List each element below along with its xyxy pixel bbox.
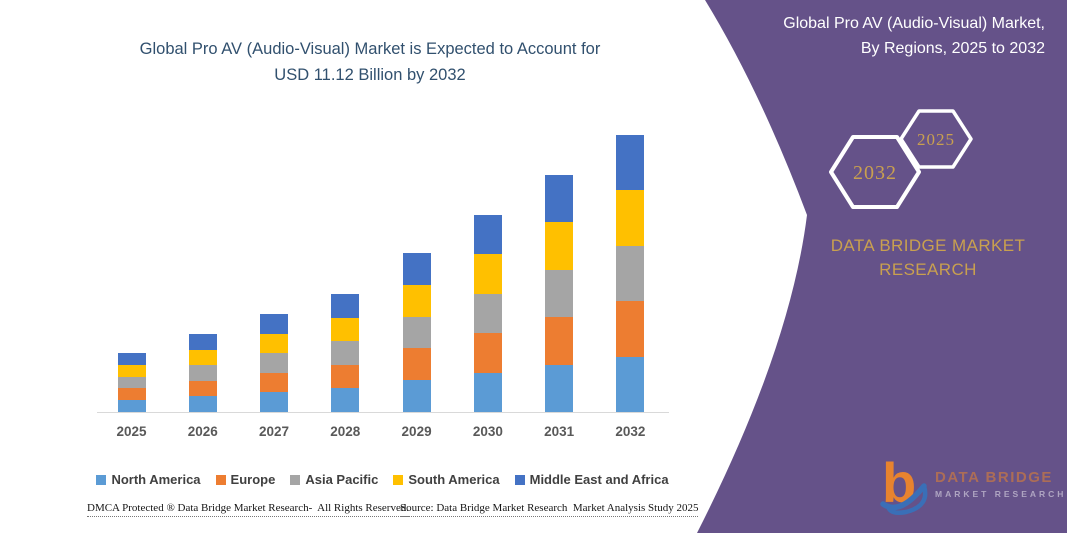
bar-segment-europe-2025 xyxy=(117,388,146,401)
x-axis-label-2026: 2026 xyxy=(187,424,218,439)
footer-dmca-text: DMCA Protected ® Data Bridge Market Rese… xyxy=(87,502,410,517)
bar-segment-europe-2029 xyxy=(402,348,431,381)
bar-segment-middle-east-and-africa-2028 xyxy=(331,293,360,318)
hexagon-2032-label: 2032 xyxy=(853,162,897,184)
bar-segment-middle-east-and-africa-2029 xyxy=(402,253,431,285)
legend-label: South America xyxy=(408,472,500,487)
x-axis-line xyxy=(97,412,669,413)
legend-label: Asia Pacific xyxy=(305,472,379,487)
legend-swatch-icon xyxy=(96,474,107,485)
bar-segment-north-america-2027 xyxy=(260,392,289,412)
x-axis-label-2028: 2028 xyxy=(330,424,361,439)
legend-swatch-icon xyxy=(514,474,525,485)
legend-swatch-icon xyxy=(393,474,404,485)
bar-segment-middle-east-and-africa-2032 xyxy=(616,135,645,191)
legend-label: Middle East and Africa xyxy=(529,472,669,487)
bar-segment-europe-2031 xyxy=(545,317,574,365)
hexagon-years-graphic: 2032 2025 xyxy=(829,109,973,209)
bar-segment-middle-east-and-africa-2027 xyxy=(260,314,289,334)
bar-segment-south-america-2032 xyxy=(616,190,645,246)
legend-item-north-america: North America xyxy=(96,472,201,487)
hexagon-2032-icon xyxy=(829,135,921,209)
chart-legend: North America Europe Asia Pacific South Ame… xyxy=(75,472,690,487)
bar-segment-europe-2028 xyxy=(331,364,360,389)
bar-segment-north-america-2025 xyxy=(117,400,146,412)
bar-segment-south-america-2026 xyxy=(188,349,217,366)
x-axis-label-2030: 2030 xyxy=(472,424,503,439)
bar-segment-asia-pacific-2025 xyxy=(117,376,146,389)
bar-segment-south-america-2030 xyxy=(473,254,502,294)
panel-title: Global Pro AV (Audio-Visual) Market, By … xyxy=(705,11,1045,61)
chart-title-line1: Global Pro AV (Audio-Visual) Market is E… xyxy=(139,40,601,58)
bar-segment-north-america-2032 xyxy=(616,356,645,412)
x-axis-label-2032: 2032 xyxy=(615,424,646,439)
legend-item-middle-east-and-africa: Middle East and Africa xyxy=(514,472,669,487)
panel-title-line2: By Regions, 2025 to 2032 xyxy=(860,40,1045,57)
legend-label: Europe xyxy=(230,472,276,487)
bar-segment-middle-east-and-africa-2031 xyxy=(545,174,574,223)
legend-item-south-america: South America xyxy=(393,472,500,487)
bar-segment-asia-pacific-2027 xyxy=(260,353,289,373)
bar-segment-asia-pacific-2032 xyxy=(616,245,645,302)
bar-segment-asia-pacific-2029 xyxy=(402,316,431,349)
brand-wordmark: DATA BRIDGE MARKET RESEARCH xyxy=(808,234,1048,282)
dbmr-logo: b DATA BRIDGE MARKET RESEARCH xyxy=(878,452,1063,524)
hexagon-2025-icon xyxy=(899,109,973,169)
bar-segment-asia-pacific-2031 xyxy=(545,269,574,318)
chart-title-line2: USD 11.12 Billion by 2032 xyxy=(274,66,466,84)
bar-segment-europe-2032 xyxy=(616,301,645,357)
bar-segment-south-america-2031 xyxy=(545,222,574,270)
legend-swatch-icon xyxy=(215,474,226,485)
bar-segment-north-america-2031 xyxy=(545,364,574,412)
bar-segment-europe-2030 xyxy=(473,333,502,373)
bar-segment-north-america-2030 xyxy=(473,372,502,412)
bar-segment-north-america-2028 xyxy=(331,388,360,412)
dbmr-logo-icon: b xyxy=(880,454,928,515)
legend-label: North America xyxy=(111,472,201,487)
brand-line2: RESEARCH xyxy=(879,260,977,279)
bar-segment-europe-2026 xyxy=(188,380,217,397)
bar-segment-asia-pacific-2030 xyxy=(473,293,502,334)
x-axis-label-2027: 2027 xyxy=(259,424,290,439)
bar-segment-asia-pacific-2026 xyxy=(188,365,217,381)
x-axis-label-2031: 2031 xyxy=(544,424,575,439)
bar-segment-asia-pacific-2028 xyxy=(331,341,360,365)
bar-segment-south-america-2025 xyxy=(117,364,146,377)
bar-segment-south-america-2028 xyxy=(331,317,360,342)
bar-segment-middle-east-and-africa-2030 xyxy=(473,214,502,255)
legend-item-asia-pacific: Asia Pacific xyxy=(290,472,378,487)
bar-segment-north-america-2029 xyxy=(402,380,431,412)
bar-segment-middle-east-and-africa-2025 xyxy=(117,352,146,365)
x-axis-label-2025: 2025 xyxy=(116,424,147,439)
x-axis-label-2029: 2029 xyxy=(401,424,432,439)
bar-segment-north-america-2026 xyxy=(188,396,217,412)
bar-segment-south-america-2027 xyxy=(260,333,289,354)
logo-text-primary: DATA BRIDGE xyxy=(935,469,1053,486)
logo-text-secondary: MARKET RESEARCH xyxy=(935,489,1067,499)
bar-segment-middle-east-and-africa-2026 xyxy=(188,334,217,350)
bar-segment-europe-2027 xyxy=(260,372,289,393)
chart-title: Global Pro AV (Audio-Visual) Market is E… xyxy=(60,36,680,88)
legend-item-europe: Europe xyxy=(215,472,276,487)
footer-source-text: Source: Data Bridge Market Research Mark… xyxy=(400,502,699,517)
hexagon-2025-label: 2025 xyxy=(917,130,955,149)
panel-title-line1: Global Pro AV (Audio-Visual) Market, xyxy=(783,15,1045,32)
brand-line1: DATA BRIDGE MARKET xyxy=(830,236,1026,255)
bar-segment-south-america-2029 xyxy=(402,284,431,317)
legend-swatch-icon xyxy=(290,474,301,485)
